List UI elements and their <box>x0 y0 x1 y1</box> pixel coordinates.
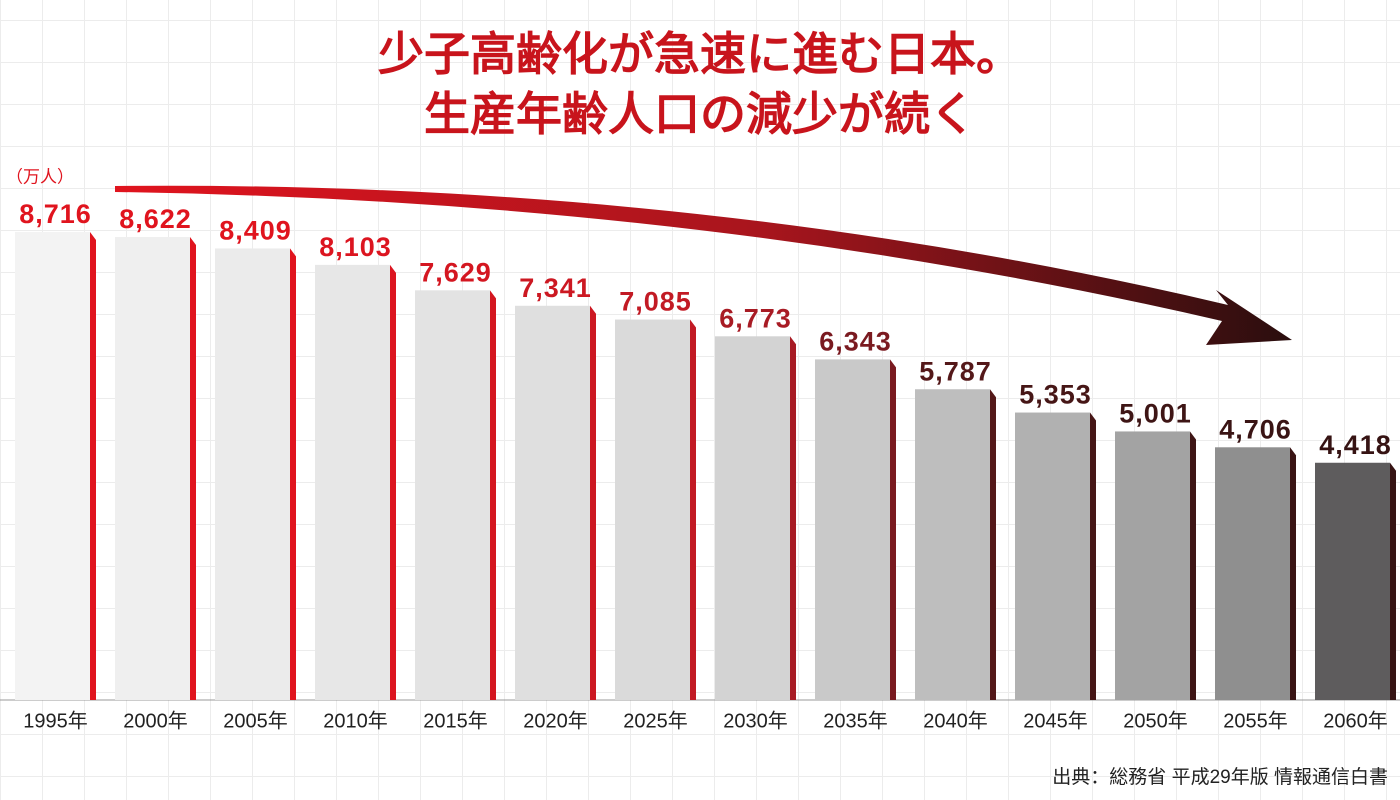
unit-label: （万人） <box>6 167 74 186</box>
value-label: 6,773 <box>719 303 792 333</box>
x-tick-label: 2030年 <box>723 709 788 732</box>
x-tick-label: 2005年 <box>223 709 288 732</box>
x-tick-label: 1995年 <box>23 709 88 732</box>
bar-side <box>590 305 596 700</box>
bar-side <box>890 359 896 700</box>
bar <box>415 290 490 700</box>
bar <box>115 236 190 700</box>
bar-side <box>1390 462 1396 700</box>
bar-side <box>990 389 996 700</box>
value-label: 7,341 <box>519 273 592 303</box>
value-label: 7,629 <box>419 257 492 287</box>
bar <box>1115 431 1190 700</box>
bar <box>1315 462 1390 700</box>
bar <box>715 336 790 700</box>
chart-title: 生産年齢人口の減少が続く <box>424 88 976 140</box>
chart-title: 少子高齢化が急速に進む日本。 <box>378 28 1022 80</box>
bar-side <box>1190 431 1196 700</box>
bar <box>615 319 690 700</box>
x-tick-label: 2010年 <box>323 709 388 732</box>
bar <box>1215 447 1290 700</box>
bar-side <box>1290 447 1296 700</box>
value-label: 8,716 <box>19 199 92 229</box>
x-tick-label: 2020年 <box>523 709 588 732</box>
value-label: 4,418 <box>1319 430 1392 460</box>
bar <box>315 264 390 700</box>
value-label: 8,103 <box>319 232 392 262</box>
x-tick-label: 2050年 <box>1123 709 1188 732</box>
bar <box>815 359 890 700</box>
x-tick-label: 2015年 <box>423 709 488 732</box>
value-label: 4,706 <box>1219 414 1292 444</box>
value-label: 7,085 <box>619 287 692 317</box>
value-label: 8,409 <box>219 216 292 246</box>
bar-side <box>790 336 796 700</box>
bar <box>15 231 90 700</box>
x-tick-label: 2055年 <box>1223 709 1288 732</box>
bar-side <box>490 290 496 700</box>
x-tick-label: 2025年 <box>623 709 688 732</box>
bar-side <box>1090 412 1096 700</box>
value-label: 6,343 <box>819 327 892 357</box>
bar-side <box>690 319 696 700</box>
bar-side <box>290 248 296 700</box>
bar <box>1015 412 1090 700</box>
bar <box>915 389 990 700</box>
bar-side <box>390 264 396 700</box>
value-label: 5,353 <box>1019 380 1092 410</box>
value-label: 8,622 <box>119 204 192 234</box>
bar <box>215 248 290 700</box>
value-label: 5,787 <box>919 356 992 386</box>
x-tick-label: 2060年 <box>1323 709 1388 732</box>
bar-side <box>90 231 96 700</box>
source-note: 出典：総務省 平成29年版 情報通信白書 <box>1052 766 1388 788</box>
value-label: 5,001 <box>1119 399 1192 429</box>
x-tick-label: 2000年 <box>123 709 188 732</box>
x-tick-label: 2045年 <box>1023 709 1088 732</box>
trend-arrow <box>115 185 1292 345</box>
x-tick-label: 2040年 <box>923 709 988 732</box>
x-tick-label: 2035年 <box>823 709 888 732</box>
bar-side <box>190 236 196 700</box>
bar <box>515 305 590 700</box>
